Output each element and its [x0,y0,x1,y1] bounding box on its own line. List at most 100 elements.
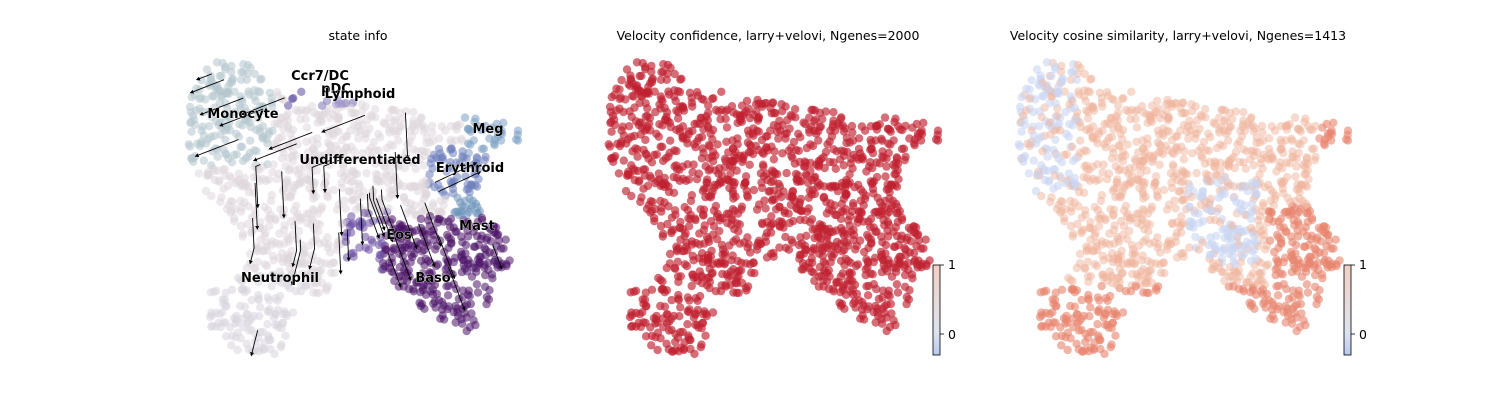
cell-point [1296,127,1305,136]
cell-point [633,152,642,161]
cell-point [1301,181,1310,190]
cell-point [1199,216,1208,226]
cell-point [386,140,395,149]
cell-point [804,258,814,268]
cell-point [1084,294,1093,303]
cell-point [244,90,254,99]
cell-point [1018,111,1028,120]
cell-point [250,69,259,79]
cell-point [289,94,298,103]
cell-point [261,176,271,185]
cell-point [815,232,824,241]
cell-point [223,88,232,97]
cell-point [289,183,299,192]
cell-point [1212,231,1221,240]
cell-point [1223,182,1232,191]
cell-point [1046,197,1055,207]
streamline [359,198,365,246]
cell-point [411,164,420,173]
streamline [189,79,225,94]
cell-point [374,129,383,138]
cell-point [288,308,298,317]
cell-point [453,193,462,203]
cell-point [195,141,205,151]
cell-point [381,170,391,179]
cell-point [431,245,440,254]
cell-point [1197,112,1207,121]
cell-point [839,127,849,136]
cell-point [699,125,708,134]
cell-point [699,184,709,194]
cell-point [1068,121,1077,130]
cell-point [1094,307,1104,317]
cell-point [1093,139,1102,148]
cell-point [227,341,236,350]
cell-point [849,201,858,210]
cluster-label: Monocyte [207,107,278,122]
cell-point [615,141,625,151]
cell-point [467,272,477,281]
cell-point [234,273,243,283]
cell-point [349,155,359,164]
cell-point [1280,253,1290,262]
cell-point [1290,221,1299,230]
cell-point [841,180,850,189]
cell-point [604,140,613,149]
cell-point [1232,277,1242,286]
cell-point [1118,125,1128,135]
cell-point [1099,160,1108,169]
cell-point [324,240,333,249]
cell-point [489,228,499,237]
cell-point [882,300,892,309]
cell-point [307,156,317,166]
cell-point [216,197,225,207]
cell-point [1263,214,1272,224]
cell-point [858,155,868,164]
cell-point [766,249,776,258]
cell-point [643,111,652,121]
cell-point [658,232,667,241]
cell-point [371,145,381,155]
cell-point [891,158,901,167]
cell-point [264,127,273,136]
cell-point [341,237,351,246]
colorbar-tick-label: 1 [948,257,956,272]
cell-point [405,157,414,167]
cell-point [1051,99,1060,108]
cell-point [1261,303,1270,312]
cell-point [814,282,823,291]
cell-point [763,175,772,185]
cell-point [1290,113,1300,122]
cell-point [416,301,426,311]
cell-point [1019,153,1028,163]
cell-point [284,101,293,110]
cell-point [1109,125,1118,134]
cell-point [828,206,837,215]
cell-point [851,303,860,312]
cell-point [643,181,653,191]
cell-point [910,141,919,150]
cell-point [1187,192,1196,202]
cell-point [1114,166,1124,175]
cell-point [296,176,305,185]
cell-point [651,204,660,214]
cell-point [765,187,774,196]
cell-point [836,214,846,224]
cell-point [839,151,849,160]
cell-point [457,134,466,144]
cell-point [823,140,832,149]
cell-point [721,107,730,116]
cell-point [643,88,652,97]
cell-point [365,124,374,133]
cell-point [462,210,471,219]
cell-point [470,117,479,127]
cell-point [1291,240,1301,250]
cell-point [1197,192,1206,202]
cell-point [709,206,719,215]
cell-point [767,196,777,205]
cell-point [864,233,873,242]
cell-point [1103,91,1113,100]
cell-point [1108,318,1117,328]
cell-point [886,127,895,136]
cell-point [1281,227,1290,236]
